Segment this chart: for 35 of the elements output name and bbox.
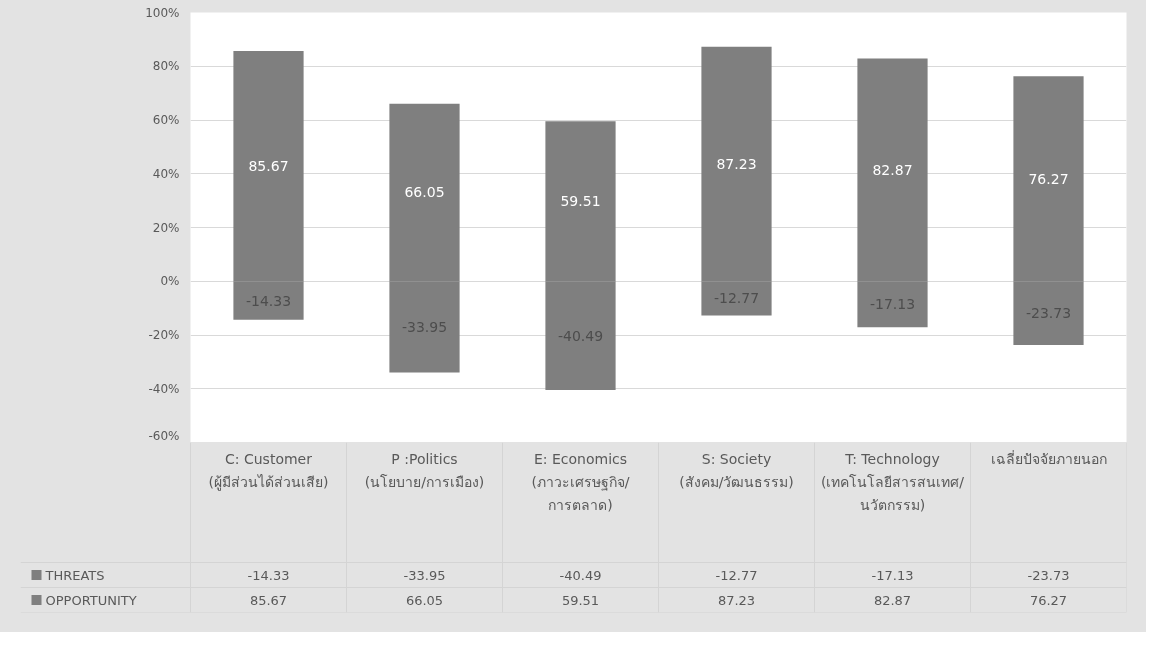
legend-label: OPPORTUNITY	[45, 592, 137, 608]
data-label: 76.27	[1029, 592, 1068, 608]
x-tick-label: S: Society (สังคม/วัฒนธรรม)	[679, 450, 794, 490]
y-tick-label: 100%	[145, 5, 180, 20]
data-label: 66.05	[405, 592, 444, 608]
data-label: -40.49	[559, 567, 602, 583]
data-label: -33.95	[403, 567, 446, 583]
data-label: 82.87	[873, 592, 912, 608]
y-tick-label: 80%	[152, 59, 180, 74]
y-tick-label: 60%	[152, 113, 180, 127]
data-label: -17.13	[871, 567, 914, 583]
y-tick-label: -20%	[148, 328, 180, 342]
text: 66.05	[404, 184, 445, 201]
y-tick-label: -40%	[148, 381, 180, 396]
data-label: -23.73	[1027, 567, 1070, 583]
x-tick-label: E: Economics (ภาวะเศรษฐกิจ/การตลาด)	[531, 450, 630, 513]
x-tick-label: P :Politics (นโยบาย/การเมือง)	[364, 450, 485, 490]
y-tick-label: -60%	[148, 428, 180, 443]
legend-label: THREATS	[44, 567, 105, 583]
x-tick-label: C: Customer (ผู้มีส่วนได้ส่วนเสีย)	[208, 450, 329, 491]
y-tick-label: 20%	[152, 220, 180, 235]
data-label: 59.51	[561, 592, 600, 608]
text: 82.87	[872, 161, 913, 178]
y-tick-label: 0%	[160, 274, 180, 289]
data-label: -12.77	[715, 567, 758, 583]
text: 76.27	[1028, 170, 1069, 187]
text: 59.51	[560, 193, 601, 210]
x-tick-label: T: Technology (เทคโนโลยีสารสนเทศ/นวัตกรรม)	[820, 450, 965, 513]
x-tick-label: เฉลี่ยปัจจัยภายนอก	[990, 449, 1107, 467]
data-label: 87.23	[717, 592, 756, 608]
text: 87.23	[716, 156, 757, 173]
data-label: -14.33	[247, 567, 290, 583]
data-label: 85.67	[249, 592, 288, 608]
y-tick-label: 40%	[152, 166, 180, 181]
text: 85.67	[248, 158, 289, 175]
